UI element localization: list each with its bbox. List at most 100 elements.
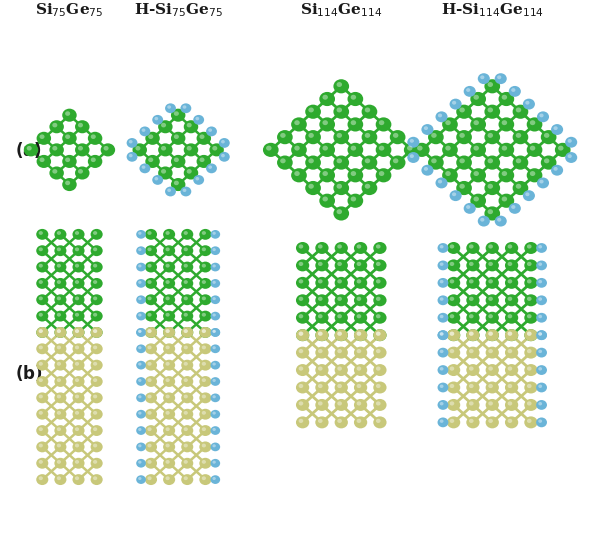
Circle shape — [356, 244, 361, 249]
Circle shape — [464, 86, 476, 97]
Circle shape — [536, 261, 547, 270]
Circle shape — [551, 124, 563, 135]
Circle shape — [57, 329, 61, 333]
Circle shape — [497, 75, 501, 79]
Circle shape — [202, 280, 206, 284]
Circle shape — [72, 327, 85, 338]
Circle shape — [39, 247, 43, 251]
Circle shape — [213, 444, 216, 447]
Circle shape — [309, 159, 314, 164]
Circle shape — [558, 146, 564, 150]
Circle shape — [147, 264, 152, 268]
Circle shape — [72, 458, 85, 469]
Circle shape — [437, 400, 448, 410]
Circle shape — [39, 346, 43, 349]
Circle shape — [318, 296, 323, 301]
Circle shape — [486, 382, 499, 393]
Circle shape — [356, 349, 361, 353]
Circle shape — [165, 329, 170, 333]
Circle shape — [184, 395, 188, 398]
Circle shape — [336, 107, 342, 112]
Circle shape — [57, 476, 61, 480]
Circle shape — [530, 171, 535, 176]
Circle shape — [538, 298, 542, 301]
Circle shape — [524, 277, 538, 289]
Circle shape — [373, 382, 387, 393]
Circle shape — [445, 146, 451, 150]
Circle shape — [101, 143, 115, 156]
Circle shape — [449, 366, 454, 371]
Circle shape — [147, 411, 152, 415]
Circle shape — [447, 277, 460, 289]
Circle shape — [137, 312, 146, 320]
Circle shape — [478, 216, 490, 227]
Circle shape — [337, 262, 342, 266]
Circle shape — [437, 330, 448, 340]
Circle shape — [516, 133, 521, 138]
Circle shape — [36, 245, 48, 256]
Circle shape — [54, 327, 66, 338]
Circle shape — [263, 143, 278, 157]
Circle shape — [36, 360, 48, 371]
Circle shape — [447, 416, 460, 428]
Circle shape — [466, 364, 480, 376]
Circle shape — [199, 458, 211, 469]
Circle shape — [147, 346, 152, 349]
Circle shape — [498, 92, 514, 106]
Circle shape — [513, 105, 528, 119]
Circle shape — [440, 385, 443, 388]
Circle shape — [362, 105, 378, 119]
Circle shape — [438, 180, 442, 184]
Circle shape — [138, 330, 141, 333]
Circle shape — [354, 382, 367, 393]
Circle shape — [93, 395, 97, 398]
Circle shape — [484, 181, 500, 195]
Circle shape — [138, 362, 141, 366]
Circle shape — [507, 419, 512, 423]
Circle shape — [442, 168, 458, 183]
Circle shape — [39, 329, 43, 333]
Circle shape — [354, 259, 367, 271]
Circle shape — [75, 166, 89, 179]
Circle shape — [196, 117, 199, 120]
Circle shape — [498, 193, 514, 208]
Circle shape — [509, 86, 521, 97]
Circle shape — [137, 263, 146, 271]
Circle shape — [202, 313, 206, 317]
Circle shape — [298, 331, 303, 336]
Circle shape — [75, 460, 79, 464]
Circle shape — [466, 329, 480, 341]
Circle shape — [36, 311, 48, 322]
Circle shape — [24, 143, 38, 156]
Circle shape — [318, 331, 323, 336]
Circle shape — [213, 346, 216, 349]
Circle shape — [213, 411, 216, 415]
Circle shape — [36, 392, 48, 403]
Circle shape — [221, 140, 225, 143]
Circle shape — [486, 399, 499, 411]
Circle shape — [471, 143, 486, 157]
Circle shape — [213, 264, 216, 268]
Circle shape — [163, 409, 175, 420]
Circle shape — [356, 331, 361, 336]
Circle shape — [337, 366, 342, 371]
Circle shape — [213, 330, 216, 333]
Circle shape — [351, 95, 356, 100]
Circle shape — [437, 417, 448, 427]
Circle shape — [181, 360, 193, 371]
Circle shape — [138, 248, 141, 251]
Circle shape — [208, 129, 212, 132]
Circle shape — [449, 262, 454, 266]
Circle shape — [137, 279, 146, 288]
Circle shape — [36, 327, 48, 338]
Circle shape — [315, 416, 329, 428]
Circle shape — [54, 278, 66, 289]
Circle shape — [213, 428, 216, 431]
Circle shape — [373, 347, 387, 359]
Circle shape — [527, 168, 542, 183]
Circle shape — [469, 419, 474, 423]
Circle shape — [199, 327, 211, 338]
Circle shape — [193, 175, 204, 185]
Circle shape — [318, 419, 323, 423]
Circle shape — [333, 130, 349, 144]
